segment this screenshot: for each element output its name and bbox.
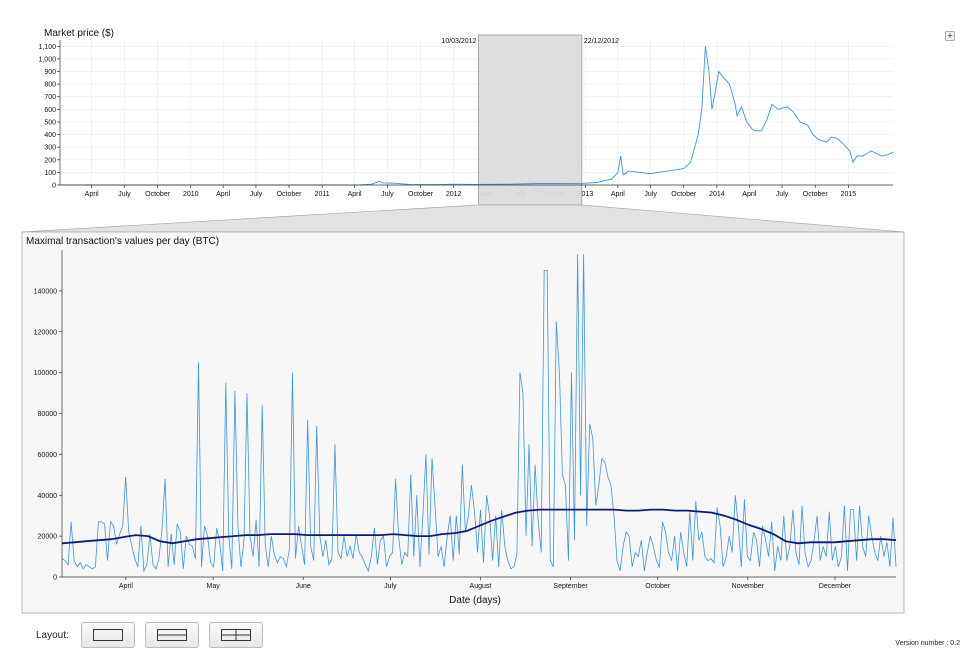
- overview-x-tick-label: April: [85, 191, 99, 198]
- time-range-brush[interactable]: [478, 34, 583, 206]
- detail-y-tick-label: 60000: [38, 452, 58, 459]
- layout-controls: Layout:: [36, 621, 263, 649]
- detail-x-tick-label: April: [119, 583, 133, 590]
- overview-x-tick-label: 2014: [709, 191, 725, 198]
- overview-x-tick-label: October: [277, 191, 303, 198]
- overview-y-tick-label: 700: [44, 94, 56, 101]
- detail-y-tick-label: 80000: [38, 411, 58, 418]
- layout-stacked-button[interactable]: [144, 622, 199, 648]
- overview-x-tick-label: April: [742, 191, 756, 198]
- overview-y-tick-label: 800: [44, 82, 56, 89]
- brush-end-label: 22/12/2012: [584, 38, 619, 45]
- overview-x-tick-label: 2010: [183, 191, 199, 198]
- detail-x-tick-label: October: [645, 583, 671, 590]
- overview-x-tick-label: October: [408, 191, 434, 198]
- add-chart-button[interactable]: +: [945, 31, 955, 41]
- zoom-connector: [21, 204, 905, 233]
- detail-y-tick-label: 20000: [38, 534, 58, 541]
- overview-title: Market price ($): [44, 28, 114, 39]
- overview-x-tick-label: July: [644, 191, 657, 198]
- detail-y-tick-label: 100000: [34, 370, 57, 377]
- max-transaction-line: [61, 254, 897, 573]
- overview-y-tick-label: 200: [44, 157, 56, 164]
- detail-y-tick-label: 40000: [38, 493, 58, 500]
- overview-x-tick-label: April: [611, 191, 625, 198]
- overview-x-tick-label: July: [118, 191, 131, 198]
- overview-x-tick-label: April: [348, 191, 362, 198]
- overview-y-tick-label: 500: [44, 119, 56, 126]
- detail-x-tick-label: July: [384, 583, 397, 590]
- detail-x-tick-label: May: [206, 583, 220, 590]
- overview-x-tick-label: October: [803, 191, 829, 198]
- detail-x-tick-label: November: [732, 583, 765, 590]
- overview-x-tick-label: July: [381, 191, 394, 198]
- version-number: Version number : 0.2: [895, 640, 960, 647]
- overview-x-tick-label: July: [250, 191, 263, 198]
- overview-y-tick-label: 600: [44, 107, 56, 114]
- market-price-line: [60, 46, 894, 186]
- detail-y-tick-label: 140000: [34, 288, 57, 295]
- overview-x-tick-label: 2015: [841, 191, 857, 198]
- overview-y-tick-label: 1,100: [38, 44, 56, 51]
- detail-y-tick-label: 120000: [34, 329, 57, 336]
- detail-x-tick-label: June: [296, 583, 311, 590]
- moving-average-line: [61, 508, 897, 545]
- detail-panel: [21, 231, 905, 614]
- overview-y-axis: 0 100 200 300 400 500 600 700 800 900 1,000 1,100: [38, 44, 60, 190]
- detail-x-tick-label: August: [470, 583, 492, 590]
- overview-chart: Market price ($) 0 100 200 300 400 500 600 700 8…: [38, 28, 894, 206]
- layout-grid-icon: [220, 629, 251, 641]
- overview-y-tick-label: 100: [44, 170, 56, 177]
- layout-grid-button[interactable]: [208, 622, 263, 648]
- layout-stacked-icon: [156, 629, 187, 641]
- overview-y-tick-label: 1,000: [38, 56, 56, 63]
- brush-start-label: 10/03/2012: [441, 38, 476, 45]
- detail-chart: Maximal transaction's values per day (BT…: [21, 231, 905, 614]
- overview-y-tick-label: 0: [52, 183, 56, 190]
- overview-x-tick-label: 2011: [315, 191, 330, 198]
- overview-y-tick-label: 400: [44, 132, 56, 139]
- layout-single-button[interactable]: [80, 622, 135, 648]
- overview-y-tick-label: 300: [44, 145, 56, 152]
- overview-x-tick-label: July: [776, 191, 789, 198]
- overview-x-tick-label: 2013: [578, 191, 594, 198]
- detail-x-tick-label: September: [553, 583, 588, 590]
- overview-gridlines: [60, 40, 893, 186]
- layout-single-icon: [92, 629, 123, 641]
- detail-title: Maximal transaction's values per day (BT…: [26, 236, 219, 247]
- detail-x-axis: April May June July August September October No…: [119, 577, 852, 590]
- overview-x-tick-label: April: [216, 191, 230, 198]
- detail-y-axis: 0 20000 40000 60000 80000 100000 120000 140000: [34, 288, 62, 582]
- overview-x-tick-label: October: [145, 191, 171, 198]
- overview-x-tick-label: October: [671, 191, 697, 198]
- detail-x-tick-label: December: [819, 583, 852, 590]
- detail-x-axis-title: Date (days): [449, 595, 501, 606]
- overview-x-tick-label: 2012: [446, 191, 462, 198]
- layout-label: Layout:: [36, 629, 69, 641]
- detail-y-tick-label: 0: [53, 575, 57, 582]
- overview-y-tick-label: 900: [44, 69, 56, 76]
- overview-x-axis: April July October 2010 April July October 2011…: [85, 185, 857, 198]
